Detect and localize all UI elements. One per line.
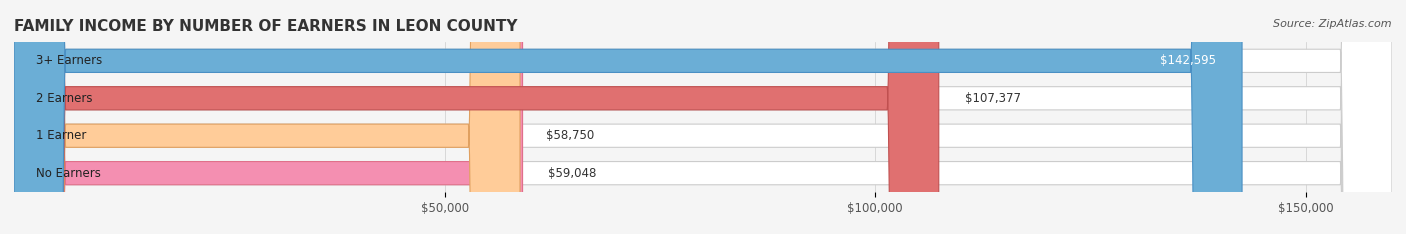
Text: FAMILY INCOME BY NUMBER OF EARNERS IN LEON COUNTY: FAMILY INCOME BY NUMBER OF EARNERS IN LE… <box>14 19 517 34</box>
Text: $107,377: $107,377 <box>965 92 1021 105</box>
FancyBboxPatch shape <box>14 0 1392 234</box>
Text: 3+ Earners: 3+ Earners <box>35 54 101 67</box>
Text: $58,750: $58,750 <box>546 129 595 142</box>
Text: 1 Earner: 1 Earner <box>35 129 86 142</box>
Text: Source: ZipAtlas.com: Source: ZipAtlas.com <box>1274 19 1392 29</box>
FancyBboxPatch shape <box>14 0 1392 234</box>
Text: 2 Earners: 2 Earners <box>35 92 91 105</box>
FancyBboxPatch shape <box>14 0 1392 234</box>
Text: $59,048: $59,048 <box>548 167 596 180</box>
FancyBboxPatch shape <box>14 0 520 234</box>
FancyBboxPatch shape <box>14 0 1241 234</box>
Text: $142,595: $142,595 <box>1160 54 1216 67</box>
Text: No Earners: No Earners <box>35 167 100 180</box>
FancyBboxPatch shape <box>14 0 1392 234</box>
FancyBboxPatch shape <box>14 0 939 234</box>
FancyBboxPatch shape <box>14 0 523 234</box>
